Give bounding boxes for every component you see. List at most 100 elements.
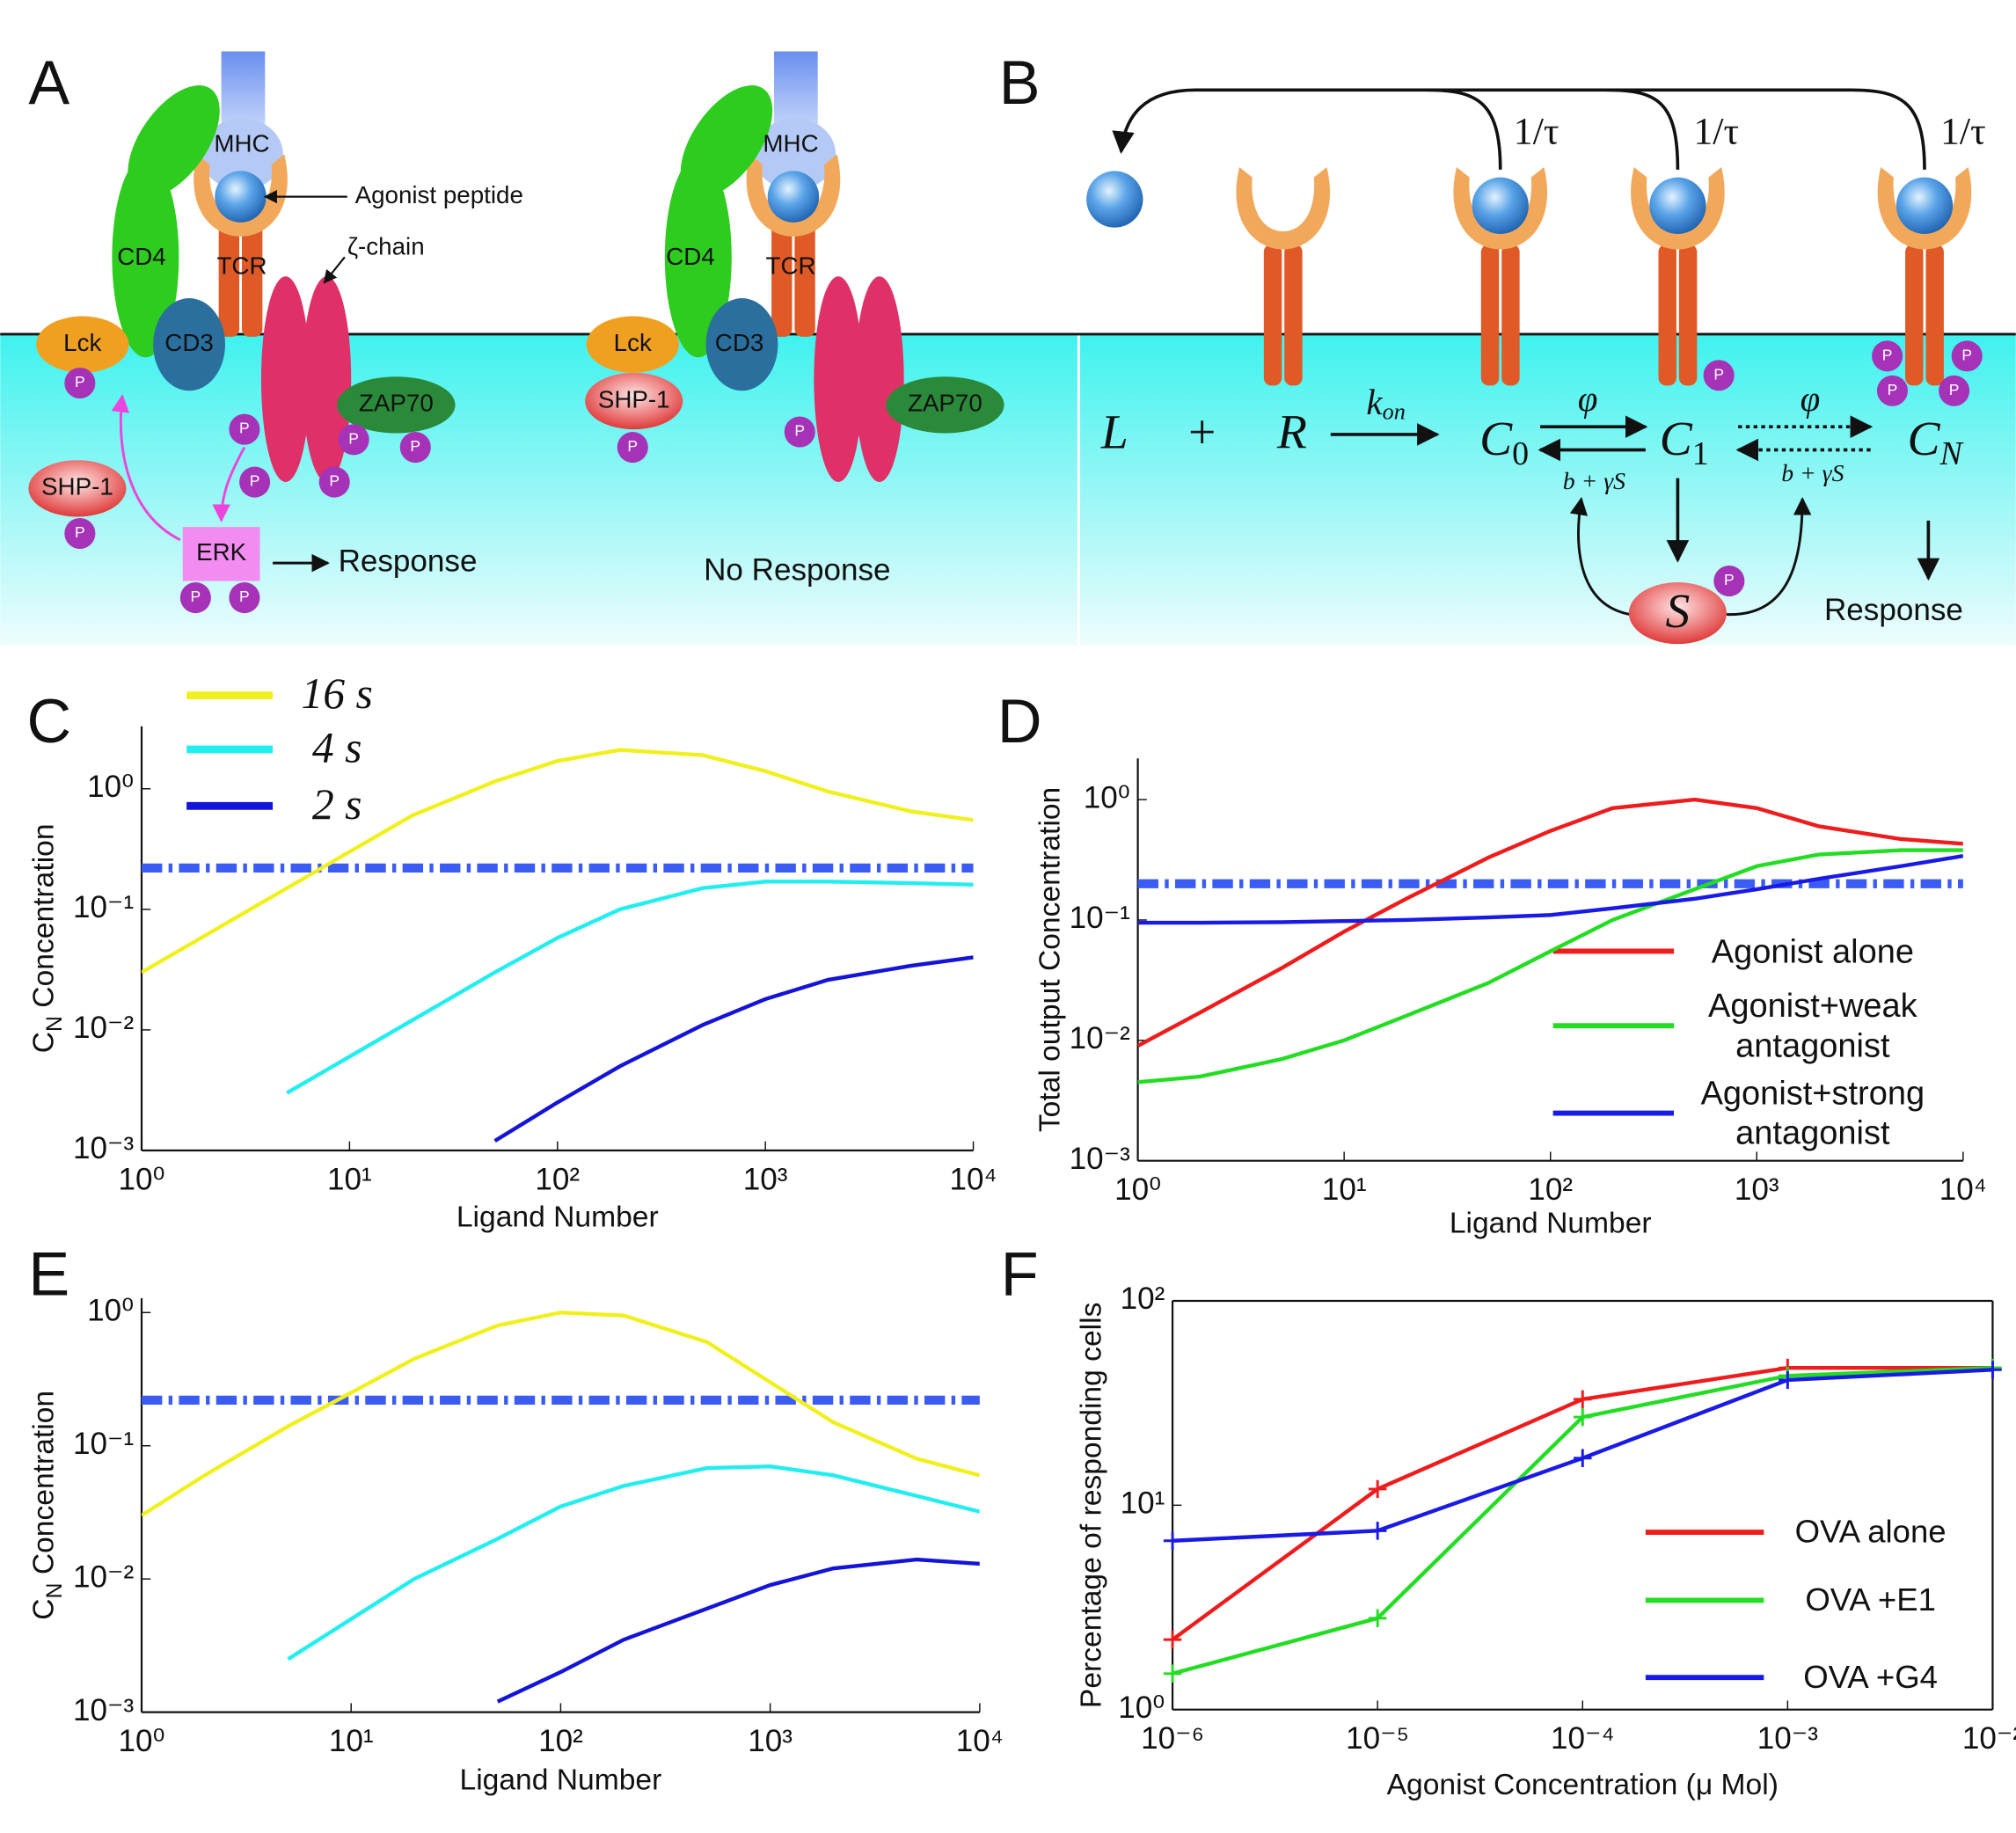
phosphate-label: P bbox=[1888, 381, 1898, 398]
label: Response bbox=[339, 544, 478, 578]
label: φ bbox=[1801, 379, 1821, 419]
panel-label: A bbox=[28, 48, 69, 117]
plot: 10⁰ 10¹ 10² 10³ 10⁴ 10⁻³ 10⁻² 10⁻¹ 10⁰ Ligand Num… bbox=[1034, 758, 1987, 1240]
series-line bbox=[141, 1311, 980, 1517]
y-axis-label-part: C bbox=[27, 1032, 60, 1053]
zap70 bbox=[886, 376, 1004, 434]
label: MHC bbox=[214, 129, 269, 157]
label: CN bbox=[1908, 413, 1965, 472]
label: + bbox=[1188, 406, 1216, 460]
legend-entry: 2 s bbox=[311, 781, 362, 829]
legend-entry: OVA +E1 bbox=[1805, 1581, 1936, 1618]
y-tick-label: 10⁻¹ bbox=[73, 1427, 134, 1461]
phosphate bbox=[229, 413, 260, 445]
series-line bbox=[1137, 797, 1963, 1048]
phosphate-label: P bbox=[1949, 381, 1960, 398]
phosphate-label: P bbox=[348, 429, 359, 447]
legend-label: OVA +E1 bbox=[1805, 1581, 1936, 1618]
phosphate-label: P bbox=[1724, 571, 1735, 588]
y-tick-label: 10⁰ bbox=[1084, 780, 1130, 814]
y-axis-label: Percentage of responding cells bbox=[1075, 1303, 1107, 1709]
y-tick-label: 10⁻¹ bbox=[1070, 901, 1130, 935]
legend-entry: 16 s bbox=[301, 671, 372, 719]
panel-label: E bbox=[28, 1240, 69, 1309]
shp1 bbox=[28, 460, 127, 517]
x-tick-label: 10⁻⁴ bbox=[1551, 1721, 1615, 1756]
x-tick-label: 10³ bbox=[743, 1162, 788, 1196]
legend-label: Agonist alone bbox=[1711, 931, 1914, 970]
legend-label: 2 s bbox=[311, 781, 362, 829]
phosphate bbox=[1713, 566, 1745, 597]
label: 1/τ bbox=[1940, 111, 1986, 153]
phosphate bbox=[239, 466, 271, 498]
plot: 10⁰ 10¹ 10² 10³ 10⁴ 10⁻³ 10⁻² 10⁻¹ 10⁰ Ligand Num… bbox=[27, 1294, 1004, 1797]
phosphate-label: P bbox=[410, 437, 420, 455]
label: SHP-1 bbox=[41, 473, 113, 500]
label: Agonist peptide bbox=[355, 181, 523, 208]
phosphate-label: P bbox=[1713, 365, 1724, 383]
series-line bbox=[496, 1557, 980, 1704]
marker bbox=[1163, 1531, 1182, 1550]
x-tick-label: 10⁻⁵ bbox=[1346, 1721, 1409, 1756]
marker bbox=[1368, 1522, 1387, 1540]
y-tick-label: 10⁻² bbox=[73, 1011, 135, 1045]
label: R bbox=[1276, 406, 1307, 460]
x-tick-label: 10⁰ bbox=[118, 1162, 164, 1196]
phosphate bbox=[338, 424, 369, 456]
series-line bbox=[141, 748, 974, 975]
series-line bbox=[493, 955, 974, 1143]
legend-label: Agonist+weak antagonist bbox=[1708, 985, 1917, 1065]
x-axis-label: Ligand Number bbox=[1450, 1208, 1652, 1240]
phosphate bbox=[399, 432, 431, 464]
phosphate bbox=[229, 582, 260, 614]
x-tick-label: 10¹ bbox=[1322, 1172, 1367, 1207]
legend-label: Agonist+strong antagonist bbox=[1700, 1073, 1925, 1152]
marker bbox=[1163, 1630, 1182, 1649]
marker bbox=[1163, 1664, 1182, 1683]
label: kon bbox=[1366, 383, 1405, 424]
phosphate-label: P bbox=[75, 523, 85, 541]
y-axis-label: CN Concentration bbox=[27, 1391, 66, 1620]
phosphate bbox=[1939, 375, 1970, 406]
label: φ bbox=[1578, 379, 1598, 419]
phosphate bbox=[1876, 375, 1909, 406]
erk bbox=[182, 527, 260, 581]
marker bbox=[1368, 1609, 1387, 1628]
label: ZAP70 bbox=[359, 390, 434, 417]
phosphate-label: P bbox=[1882, 346, 1893, 363]
x-tick-label: 10⁴ bbox=[956, 1724, 1004, 1758]
label: L bbox=[1100, 406, 1129, 460]
phosphate-label: P bbox=[329, 472, 340, 490]
x-tick-label: 10³ bbox=[1735, 1172, 1779, 1207]
phosphate bbox=[784, 416, 815, 448]
x-tick-label: 10¹ bbox=[329, 1724, 374, 1758]
phosphate bbox=[64, 367, 96, 399]
y-tick-label: 10⁻³ bbox=[1070, 1142, 1130, 1176]
legend-label: OVA alone bbox=[1794, 1513, 1947, 1550]
panel-label: D bbox=[997, 687, 1042, 756]
phosphate bbox=[1872, 340, 1903, 372]
x-tick-label: 10² bbox=[535, 1162, 580, 1196]
x-tick-label: 10¹ bbox=[327, 1162, 372, 1196]
arrow bbox=[111, 394, 181, 542]
y-axis-label-part: N bbox=[43, 1016, 67, 1032]
label: ZAP70 bbox=[908, 390, 982, 417]
cell-interior bbox=[1079, 333, 2016, 646]
phosphate-label: P bbox=[250, 472, 260, 490]
series-line bbox=[1137, 854, 1963, 925]
phosphate-label: P bbox=[191, 588, 201, 605]
phosphate-label: P bbox=[239, 420, 250, 437]
label: CD3 bbox=[164, 329, 214, 356]
phosphate bbox=[318, 466, 350, 498]
marker bbox=[1983, 1361, 2002, 1379]
legend-entry: Agonist+weak antagonist bbox=[1708, 985, 1917, 1065]
x-axis-label: Ligand Number bbox=[457, 1201, 659, 1233]
panel-label: C bbox=[26, 687, 71, 756]
label: ERK bbox=[196, 538, 247, 566]
y-axis-label-part: Concentration bbox=[27, 1391, 60, 1583]
label: Lck bbox=[63, 329, 101, 356]
label: CD4 bbox=[666, 243, 715, 270]
label: C1 bbox=[1660, 413, 1709, 472]
x-axis-label: Ligand Number bbox=[460, 1764, 662, 1796]
